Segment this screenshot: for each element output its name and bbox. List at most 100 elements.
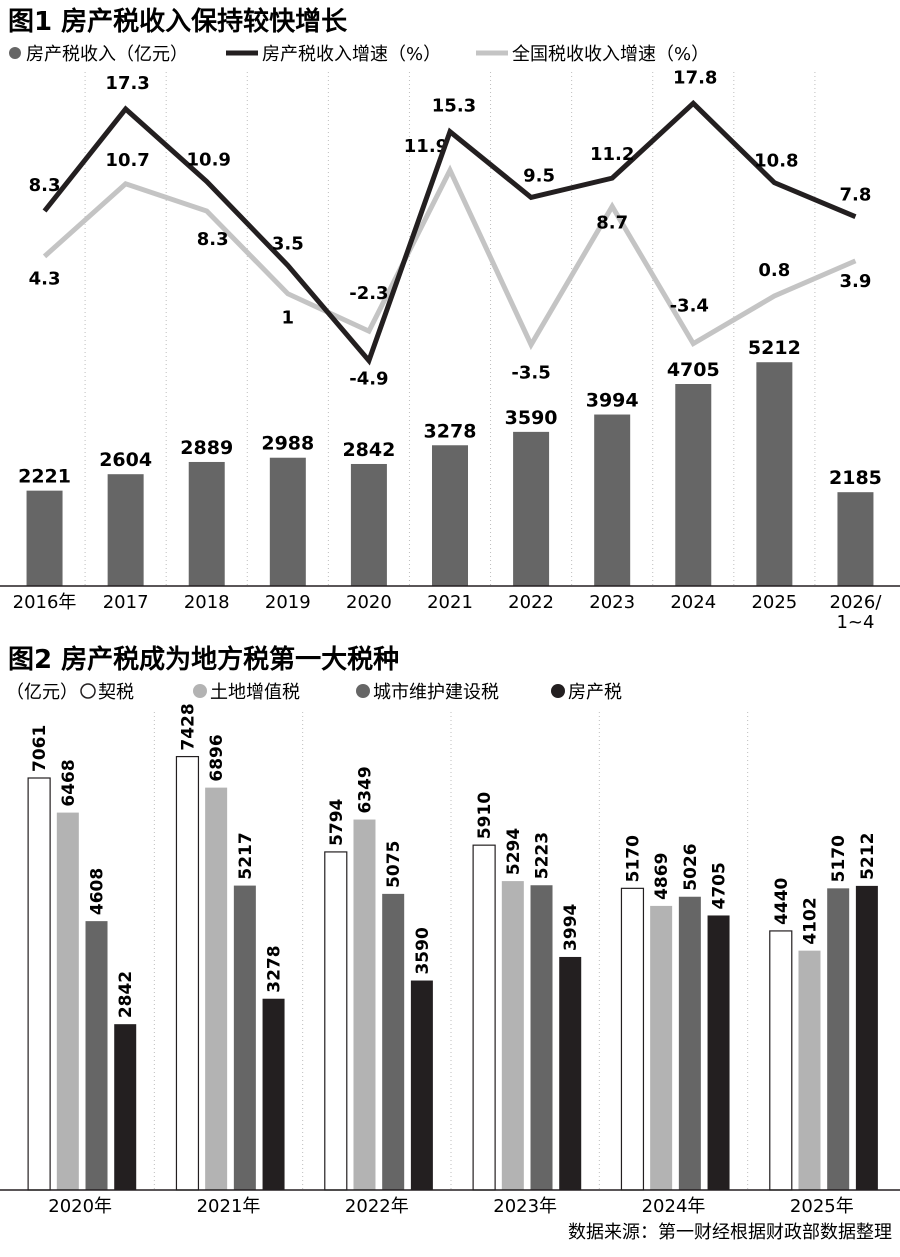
legend-label: 房产税 [568,682,622,703]
legend-label: 房产税收入（亿元） [26,44,188,65]
bar-3 [410,980,433,1190]
x-tick-label: 2026/ [830,592,883,613]
bar-revenue [26,490,63,586]
line-national-tax-growth-label: -2.3 [349,283,388,304]
bar-3 [855,885,878,1190]
bar-1 [798,950,821,1190]
bar-value-label: 3278 [265,945,285,992]
bar-2 [85,921,108,1190]
bar-revenue [756,362,793,586]
bar-value-label: 6896 [207,734,227,781]
legend-swatch-bar [9,47,21,59]
x-tick-label: 2021 [427,592,473,613]
bar-value-label: 4608 [88,868,108,915]
line-property-tax-growth-label: 10.8 [754,151,798,172]
line-property-tax-growth-label: 9.5 [523,165,555,186]
line-national-tax-growth-label: 0.8 [758,260,790,281]
line-national-tax-growth [42,164,857,351]
x-tick-label: 2022年 [345,1196,409,1217]
x-tick-label: 2025年 [790,1196,854,1217]
bar-value-label: 4102 [800,897,820,944]
x-tick-label: 2017 [103,592,149,613]
bar-value-label: 5026 [681,843,701,890]
bar-value-label: 6349 [355,766,375,813]
bar-value-label: 2842 [116,971,136,1018]
bar-value-label: 2604 [99,449,152,471]
line-national-tax-growth-label: 8.7 [596,212,628,233]
bar-value-label: 5212 [858,833,878,880]
line-national-tax-growth-label: 10.7 [105,150,149,171]
bar-value-label: 2221 [18,466,71,488]
bar-value-label: 4440 [772,877,792,924]
x-tick-label: 2024年 [642,1196,706,1217]
bar-value-label: 5170 [623,835,643,882]
line-national-tax-growth-label: 1 [282,308,295,329]
chart1-bars: 2221 2604 2889 2988 2842 3278 3590 3994 4705 5212… [0,337,900,587]
bar-value-label: 5075 [384,841,404,888]
line-property-tax-growth-label: 10.9 [187,150,231,171]
bar-3 [559,956,582,1190]
line-property-tax-growth-label: 8.3 [29,175,61,196]
line-property-tax-growth-label: -4.9 [349,369,388,390]
bar-value-label: 4705 [710,862,730,909]
bar-2 [678,896,701,1190]
chart2-x-axis: 2020年 2021年 2022年 2023年 2024年 2025年 [48,1196,853,1217]
bar-revenue [432,445,468,586]
bar-value-label: 2185 [829,467,882,489]
bar-revenue [107,474,144,586]
bar-value-label: 2988 [261,433,314,455]
bar-1 [501,881,524,1190]
bar-0 [620,887,645,1191]
bar-value-label: 4705 [667,359,720,381]
line-property-tax-growth [42,99,857,366]
bar-value-label: 3994 [561,903,581,950]
bar-0 [472,844,496,1191]
x-tick-label: 2016年 [13,592,77,613]
line-national-tax-growth-label: 3.9 [840,271,872,292]
x-tick-label: 2018 [184,592,230,613]
bar-2 [233,885,256,1190]
line-property-tax-growth-label: 3.5 [272,233,304,254]
chart2-title: 图2 房产税成为地方税第一大税种 [8,644,399,675]
x-tick-label: 2025 [751,592,797,613]
bar-revenue [269,457,306,586]
x-tick-label: 2022 [508,592,554,613]
bar-value-label: 3994 [586,390,639,412]
bar-2 [382,893,405,1190]
legend-swatch [80,683,96,699]
bar-1 [353,819,376,1190]
chart1-grid [84,72,816,586]
bar-value-label: 3590 [505,407,558,429]
line-property-tax-growth-label: 7.8 [840,185,872,206]
chart1-legend: 房产税收入（亿元） 房产税收入增速（%） 全国税收收入增速（%） [9,44,709,65]
bar-0 [324,851,348,1191]
line-national-tax-growth-label: 8.3 [197,229,229,250]
bar-value-label: 5294 [504,828,524,875]
x-tick-label: 2023年 [493,1196,557,1217]
bar-value-label: 7061 [30,725,50,772]
bar-3 [262,998,285,1190]
legend-swatch [356,684,370,698]
bar-value-label: 3278 [424,420,477,442]
bar-value-label: 5910 [475,792,495,839]
bar-revenue [513,431,550,586]
line-property-tax-growth-label: 15.3 [432,96,476,117]
bar-2 [530,885,553,1190]
bar-value-label: 5794 [327,798,347,845]
chart2-bars: 7061 6468 4608 2842 7428 6896 5217 3278 5794 6349… [0,703,900,1191]
legend-label: 契税 [98,682,134,703]
unit-label: （亿元） [6,682,78,703]
line-national-tax-growth-label: -3.5 [511,363,550,384]
bar-value-label: 5212 [748,337,801,359]
x-tick-label: 2023 [589,592,635,613]
bar-3 [114,1024,137,1190]
bar-revenue [594,414,631,586]
bar-0 [175,755,200,1191]
legend-label: 全国税收收入增速（%） [512,44,709,65]
bar-revenue [837,492,874,586]
chart2-legend: （亿元） 契税 土地增值税 城市维护建设税 房产税 [6,682,622,703]
bar-value-label: 5170 [829,835,849,882]
bar-value-label: 6468 [59,759,79,806]
bar-0 [769,930,793,1191]
bar-revenue [675,384,712,586]
